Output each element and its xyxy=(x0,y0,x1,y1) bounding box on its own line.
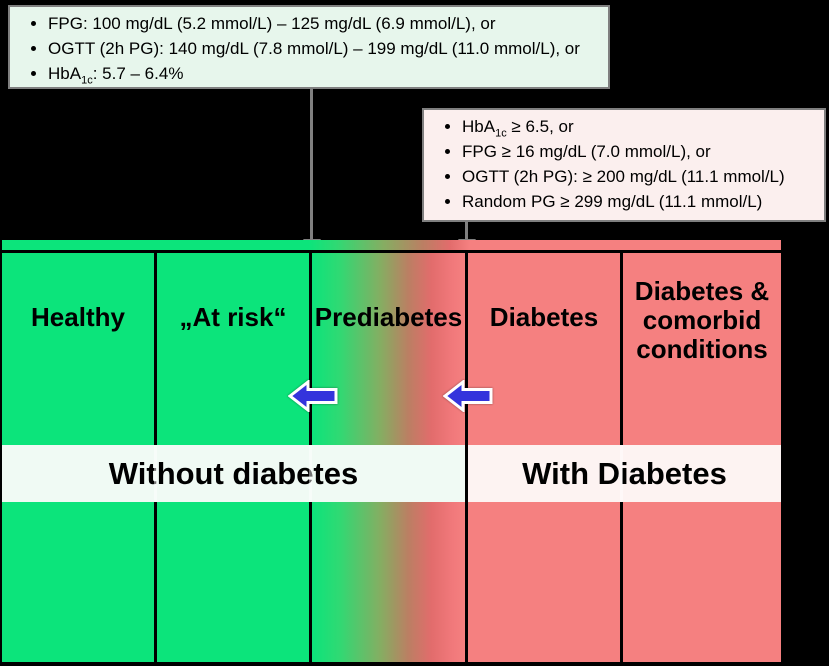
criteria-bullet-item: HbA1c: 5.7 – 6.4% xyxy=(48,61,604,86)
column-seam xyxy=(309,445,312,502)
criteria-bullet-item: HbA1c ≥ 6.5, or xyxy=(462,114,820,139)
stage-band: Healthy „At risk“ Prediabetes Diabetes D… xyxy=(2,250,781,662)
criteria-bullet-item: FPG: 100 mg/dL (5.2 mmol/L) – 125 mg/dL … xyxy=(48,11,604,36)
with-diabetes-label: With Diabetes xyxy=(522,455,727,491)
column-seam xyxy=(154,445,157,502)
prediabetes-criteria-list: FPG: 100 mg/dL (5.2 mmol/L) – 125 mg/dL … xyxy=(10,7,608,86)
connector-line-diabetes xyxy=(465,221,468,239)
criteria-bullet-item: OGTT (2h PG): 140 mg/dL (7.8 mmol/L) – 1… xyxy=(48,36,604,61)
left-arrow-icon xyxy=(443,380,493,412)
criteria-bullet-item: FPG ≥ 16 mg/dL (7.0 mmol/L), or xyxy=(462,139,820,164)
without-diabetes-band: Without diabetes xyxy=(2,445,465,502)
stage-label-diabetes-comorbid: Diabetes & comorbid conditions xyxy=(634,276,770,364)
stage-label-prediabetes: Prediabetes xyxy=(314,302,463,332)
column-seam xyxy=(620,445,623,502)
diabetes-boundary-divider xyxy=(465,445,468,502)
with-diabetes-band: With Diabetes xyxy=(468,445,781,502)
without-diabetes-label: Without diabetes xyxy=(108,455,359,491)
prediabetes-criteria-box: FPG: 100 mg/dL (5.2 mmol/L) – 125 mg/dL … xyxy=(8,5,610,89)
stage-label-healthy: Healthy xyxy=(31,302,125,332)
diabetes-criteria-list: HbA1c ≥ 6.5, or FPG ≥ 16 mg/dL (7.0 mmol… xyxy=(424,110,824,214)
left-arrow-icon xyxy=(288,380,338,412)
criteria-bullet-item: Random PG ≥ 299 mg/dL (11.1 mmol/L) xyxy=(462,189,820,214)
connector-line-prediabetes xyxy=(310,88,313,239)
criteria-bullet-item: OGTT (2h PG): ≥ 200 mg/dL (11.1 mmol/L) xyxy=(462,164,820,189)
stage-label-at-risk: „At risk“ xyxy=(179,302,287,332)
diabetes-criteria-box: HbA1c ≥ 6.5, or FPG ≥ 16 mg/dL (7.0 mmol… xyxy=(422,108,826,222)
stage-label-diabetes: Diabetes xyxy=(489,302,599,332)
stage-spectrum-strip xyxy=(2,240,781,253)
